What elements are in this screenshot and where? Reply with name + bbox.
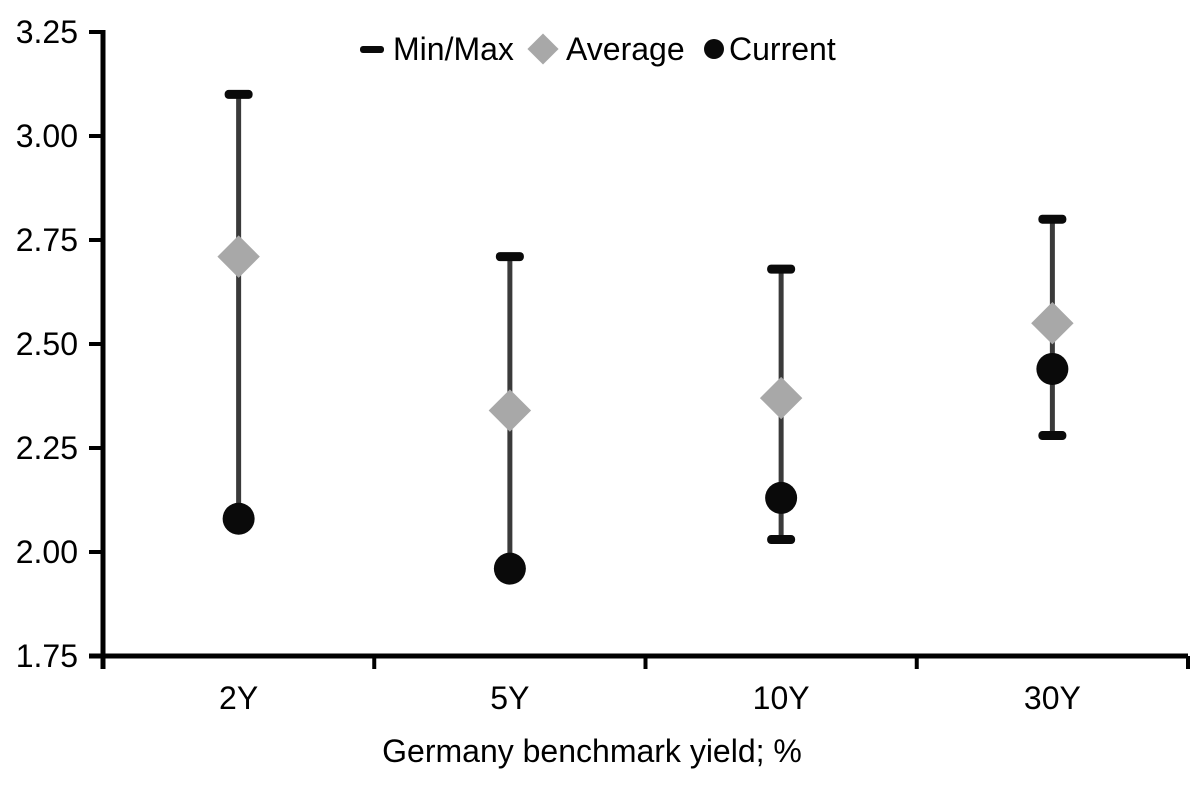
current-marker <box>1036 352 1069 385</box>
x-tick-label: 30Y <box>1024 680 1081 716</box>
y-tick-label: 2.00 <box>16 534 78 570</box>
average-marker <box>759 376 803 420</box>
x-tick-label: 10Y <box>753 680 810 716</box>
current-marker <box>765 481 798 514</box>
legend-item-current: Current <box>704 33 836 65</box>
current-circle-icon <box>704 39 724 59</box>
average-marker <box>1031 301 1074 345</box>
legend-label-minmax: Min/Max <box>393 31 514 67</box>
legend-item-minmax: Min/Max <box>360 33 514 65</box>
y-tick-label: 2.50 <box>16 326 78 362</box>
max-cap <box>1038 214 1067 224</box>
current-marker <box>493 552 526 585</box>
max-cap <box>224 89 253 99</box>
x-axis-title: Germany benchmark yield; % <box>382 733 802 769</box>
legend-item-average: Average <box>527 31 685 67</box>
min-cap <box>767 535 796 545</box>
x-tick-label: 5Y <box>490 680 529 716</box>
max-cap <box>767 264 796 274</box>
legend: Min/Max Average Current <box>0 0 1200 70</box>
y-tick-label: 3.00 <box>16 118 78 154</box>
y-tick-label: 3.25 <box>16 14 78 50</box>
average-marker <box>488 389 532 432</box>
max-cap <box>495 252 524 262</box>
x-tick-label: 2Y <box>219 680 258 716</box>
current-marker <box>222 502 255 535</box>
y-tick-label: 2.75 <box>16 222 78 258</box>
legend-label-current: Current <box>729 31 836 67</box>
minmax-dash-icon <box>360 45 384 53</box>
min-cap <box>1038 431 1067 441</box>
y-tick-label: 2.25 <box>16 430 78 466</box>
average-marker <box>217 235 260 278</box>
y-tick-label: 1.75 <box>16 638 78 674</box>
legend-label-average: Average <box>566 31 685 67</box>
average-diamond-icon <box>527 33 559 65</box>
